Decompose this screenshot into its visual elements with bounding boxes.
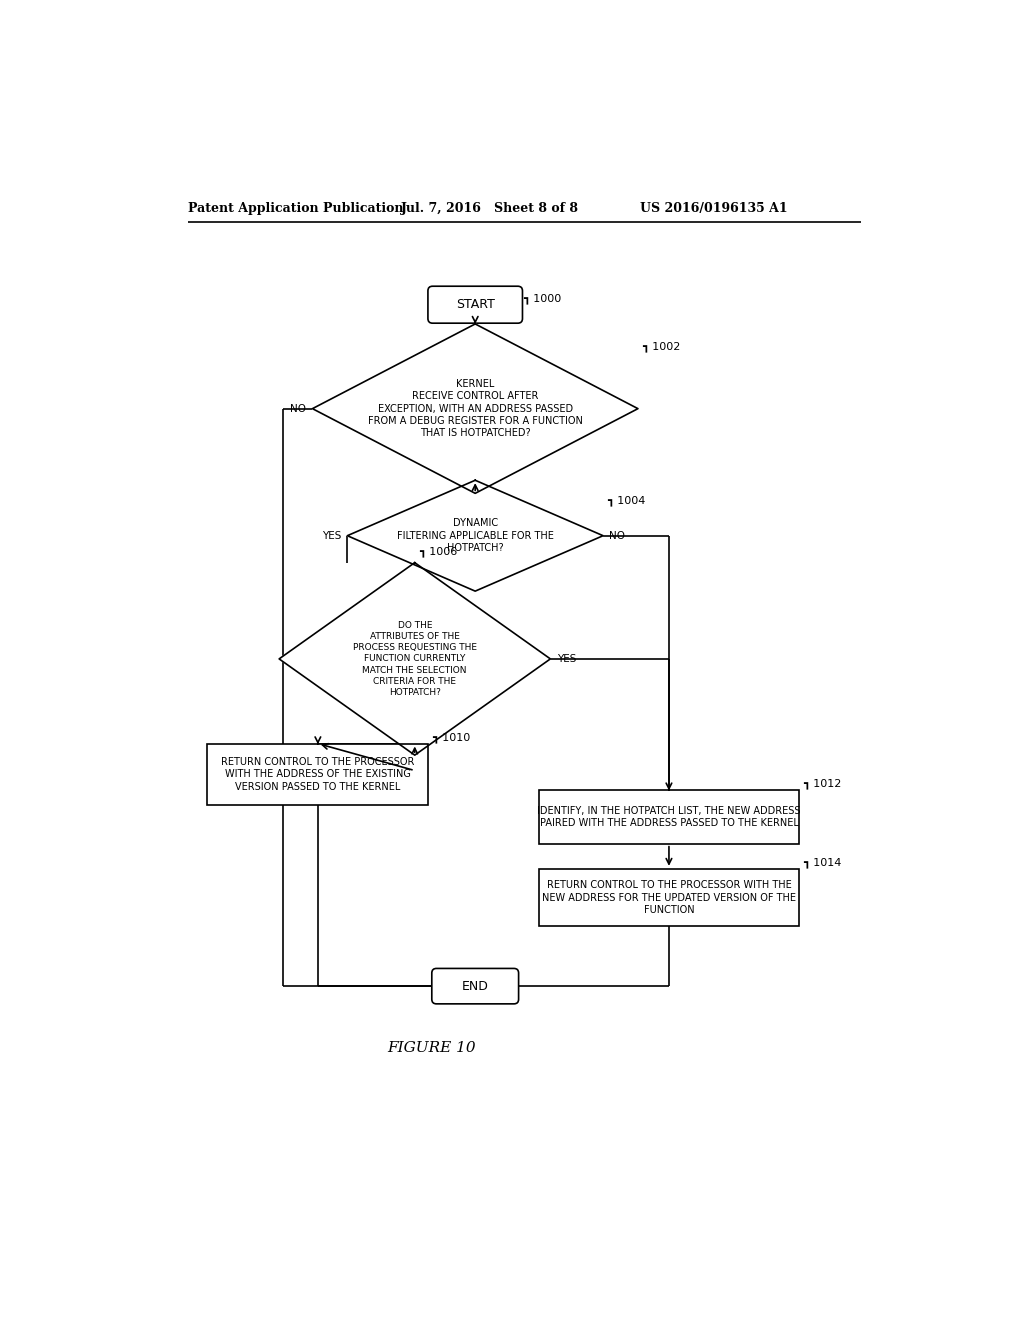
Text: NO: NO: [372, 759, 388, 770]
Text: ┓ 1000: ┓ 1000: [523, 293, 561, 304]
Text: KERNEL
RECEIVE CONTROL AFTER
EXCEPTION, WITH AN ADDRESS PASSED
FROM A DEBUG REGI: KERNEL RECEIVE CONTROL AFTER EXCEPTION, …: [368, 379, 583, 438]
Text: Jul. 7, 2016   Sheet 8 of 8: Jul. 7, 2016 Sheet 8 of 8: [400, 202, 579, 215]
Polygon shape: [280, 562, 550, 755]
Bar: [540, 789, 799, 843]
Polygon shape: [312, 323, 638, 494]
Polygon shape: [347, 480, 603, 591]
Text: YES: YES: [557, 653, 575, 664]
Text: ┓ 1006: ┓ 1006: [419, 546, 457, 557]
Text: NO: NO: [609, 531, 626, 541]
Text: ┓ 1014: ┓ 1014: [803, 857, 841, 867]
Text: Patent Application Publication: Patent Application Publication: [188, 202, 403, 215]
Text: RETURN CONTROL TO THE PROCESSOR WITH THE
NEW ADDRESS FOR THE UPDATED VERSION OF : RETURN CONTROL TO THE PROCESSOR WITH THE…: [542, 880, 796, 915]
Text: ┓ 1012: ┓ 1012: [803, 779, 841, 789]
Text: IDENTIFY, IN THE HOTPATCH LIST, THE NEW ADDRESS
PAIRED WITH THE ADDRESS PASSED T: IDENTIFY, IN THE HOTPATCH LIST, THE NEW …: [538, 805, 801, 828]
Text: ┓ 1004: ┓ 1004: [607, 496, 645, 507]
Text: DYNAMIC
FILTERING APPLICABLE FOR THE
HOTPATCH?: DYNAMIC FILTERING APPLICABLE FOR THE HOT…: [396, 519, 554, 553]
Text: NO: NO: [290, 404, 306, 413]
Text: FIGURE 10: FIGURE 10: [388, 1040, 476, 1055]
FancyBboxPatch shape: [432, 969, 518, 1003]
Text: ┓ 1010: ┓ 1010: [432, 733, 470, 743]
Text: START: START: [456, 298, 495, 312]
Text: END: END: [462, 979, 488, 993]
Text: US 2016/0196135 A1: US 2016/0196135 A1: [640, 202, 787, 215]
Text: DO THE
ATTRIBUTES OF THE
PROCESS REQUESTING THE
FUNCTION CURRENTLY
MATCH THE SEL: DO THE ATTRIBUTES OF THE PROCESS REQUEST…: [352, 622, 477, 697]
Text: ┓ 1002: ┓ 1002: [642, 342, 680, 352]
Text: YES: YES: [322, 531, 341, 541]
Bar: [208, 743, 428, 805]
Text: RETURN CONTROL TO THE PROCESSOR
WITH THE ADDRESS OF THE EXISTING
VERSION PASSED : RETURN CONTROL TO THE PROCESSOR WITH THE…: [221, 756, 415, 792]
Text: YES: YES: [483, 498, 503, 508]
FancyBboxPatch shape: [428, 286, 522, 323]
Bar: [540, 869, 799, 927]
